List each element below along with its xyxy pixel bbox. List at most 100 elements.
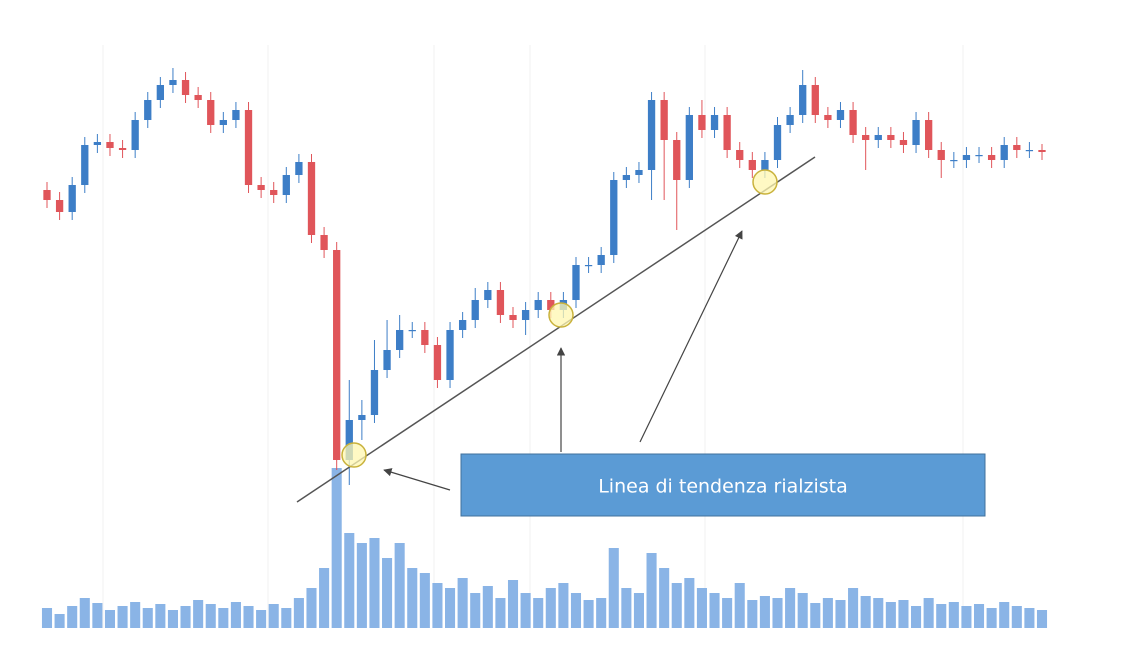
candle-body [408, 330, 416, 332]
volume-bar [722, 598, 733, 628]
candle-body [43, 190, 51, 200]
candle-body [899, 140, 908, 145]
volume-bar [482, 586, 493, 628]
candle-body [962, 155, 971, 160]
candle-body [433, 345, 442, 380]
volume-bar [822, 598, 833, 628]
volume-bar [973, 604, 985, 628]
volume-bar [734, 583, 745, 628]
candles [43, 68, 1046, 485]
candle-body [93, 142, 102, 145]
candle-body [295, 162, 303, 175]
candle-body [333, 250, 341, 460]
candle-body [181, 80, 190, 95]
volume-bar [92, 603, 103, 628]
volume-bar [457, 578, 468, 628]
candle-body [849, 110, 857, 135]
volume-bar [167, 610, 178, 628]
candle-body [887, 135, 895, 140]
candle-body [987, 155, 996, 160]
candle-body [673, 140, 681, 180]
candle-body [396, 330, 404, 350]
volume-bar [948, 602, 959, 628]
candle-body [471, 300, 479, 320]
volume-bar [520, 593, 531, 628]
volume-bar [898, 600, 909, 628]
candle-body [572, 265, 580, 300]
candle-body [1000, 145, 1008, 160]
volume-bar [319, 568, 330, 628]
volume-bar [356, 543, 367, 628]
candle-body [144, 100, 152, 120]
candle-body [169, 80, 177, 85]
candle-body [584, 265, 593, 267]
volume-bar [558, 583, 569, 628]
volume-bars [41, 468, 1048, 628]
candle-body [647, 100, 656, 170]
candle-body [458, 320, 467, 330]
volume-bar [696, 588, 707, 628]
volume-bar [432, 583, 443, 628]
volume-bar [848, 588, 859, 628]
volume-bar [583, 600, 594, 628]
candle-body [1013, 145, 1021, 150]
candle-body [547, 300, 555, 310]
volume-bar [407, 568, 418, 628]
volume-bar [117, 606, 128, 628]
volume-bar [67, 606, 78, 628]
volume-bar [268, 604, 279, 628]
touch-point [752, 169, 778, 195]
volume-bar [759, 596, 770, 628]
candle-body [773, 125, 782, 160]
volume-bar [923, 598, 934, 628]
volume-bar [1011, 606, 1022, 628]
volume-bar [180, 606, 191, 628]
candle-body [194, 95, 202, 100]
volume-bar [646, 553, 657, 628]
volume-bar [911, 606, 922, 628]
volume-bar [495, 598, 506, 628]
candle-body [244, 110, 253, 185]
volume-bar [999, 602, 1010, 628]
volume-bar [621, 588, 632, 628]
volume-bar [470, 593, 481, 628]
candle-body [106, 142, 114, 148]
candle-body [232, 110, 240, 120]
candle-body [924, 120, 933, 150]
candle-body [383, 350, 391, 370]
candle-body [282, 175, 290, 195]
candle-body [446, 330, 454, 380]
volume-bar [772, 598, 783, 628]
candle-body [660, 100, 668, 140]
candle-body [496, 290, 505, 315]
volume-bar [709, 593, 720, 628]
volume-bar [936, 604, 947, 628]
candle-body [975, 155, 983, 157]
candle-body [270, 190, 278, 195]
volume-bar [810, 603, 821, 628]
touch-point [548, 302, 574, 328]
volume-bar [218, 608, 229, 628]
volume-bar [659, 568, 670, 628]
volume-bar [1036, 610, 1048, 628]
volume-bar [256, 610, 267, 628]
volume-bar [281, 608, 292, 628]
candle-body [81, 145, 89, 185]
volume-bar [570, 593, 582, 628]
candle-body [824, 115, 832, 120]
volume-bar [961, 606, 972, 628]
candle-body [610, 180, 618, 255]
touch-point [341, 442, 367, 468]
volume-bar [860, 596, 871, 628]
candle-body [1038, 150, 1046, 152]
volume-bar [394, 543, 405, 628]
volume-bar [369, 538, 380, 628]
volume-bar [382, 558, 393, 628]
volume-bar [79, 598, 90, 628]
candle-body [131, 120, 139, 150]
candle-body [207, 100, 215, 125]
candle-body [421, 330, 429, 345]
volume-bar [293, 598, 304, 628]
volume-bar [545, 588, 556, 628]
candle-body [219, 120, 227, 125]
